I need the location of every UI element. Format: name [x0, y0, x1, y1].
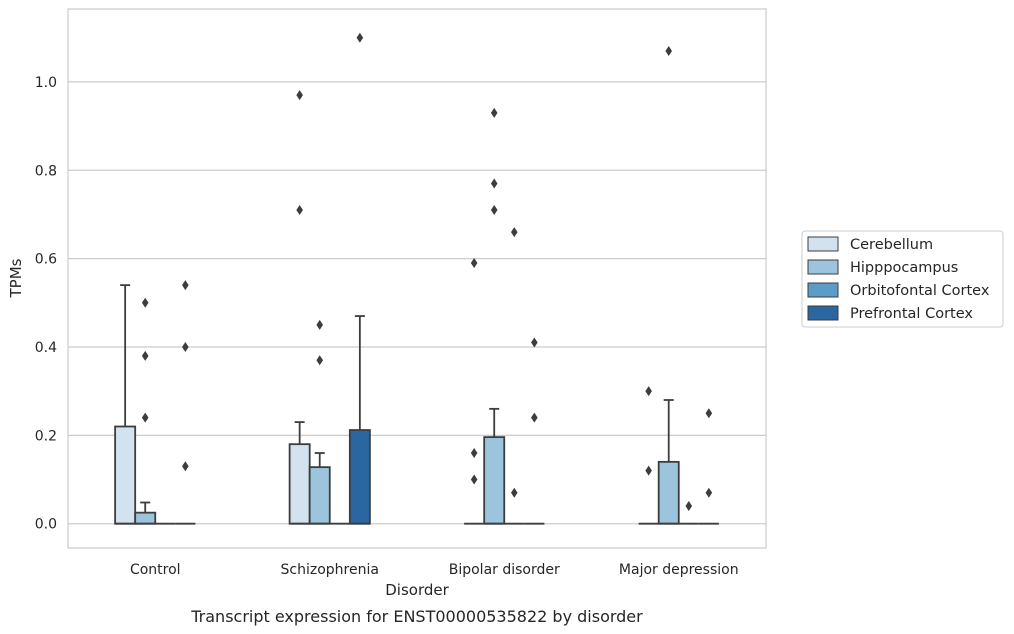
legend-frame [801, 230, 1004, 328]
box-group [504, 227, 525, 525]
outlier-point [490, 107, 498, 118]
outlier-point [470, 448, 478, 459]
box-group [114, 284, 137, 525]
box [288, 443, 311, 525]
legend-label: Prefrontal Cortex [850, 306, 973, 322]
legend: Cerebellum Hipppocampus Orbitofontal Corte… [801, 230, 1004, 328]
y-tick-label: 0.6 [35, 252, 57, 268]
legend-swatch [807, 259, 839, 275]
box-group [638, 386, 659, 525]
box [483, 436, 506, 525]
box [114, 425, 137, 525]
box [348, 429, 371, 525]
outlier-point [141, 350, 149, 361]
y-tick-label: 0.0 [35, 517, 57, 533]
outlier-point [685, 501, 693, 512]
legend-label: Hipppocampus [850, 260, 958, 276]
y-axis-label: TPMs [7, 258, 25, 298]
box-group [348, 32, 371, 525]
box [657, 460, 680, 525]
outlier-point [705, 487, 713, 498]
outlier-point [296, 205, 303, 216]
outlier-point [316, 355, 324, 366]
plot-frame [67, 8, 767, 549]
box-group [698, 408, 719, 525]
outlier-point [141, 297, 149, 308]
box-group [288, 90, 311, 525]
box [134, 511, 157, 525]
box-group [175, 280, 196, 525]
box-group [134, 297, 157, 525]
outlier-point [470, 474, 478, 485]
box-group [657, 45, 680, 525]
outlier-point [665, 45, 673, 56]
outlier-point [182, 280, 189, 291]
box-group [464, 258, 485, 525]
legend-swatch [807, 305, 839, 321]
outlier-point [141, 412, 149, 423]
outlier-point [510, 487, 518, 498]
outlier-point [510, 227, 518, 238]
y-tick-label: 0.2 [35, 428, 57, 444]
box-group [483, 107, 506, 525]
outlier-point [531, 337, 538, 348]
box-group [678, 501, 699, 525]
legend-swatch [807, 236, 839, 252]
legend-label: Cerebellum [850, 237, 933, 253]
outlier-point [470, 258, 478, 269]
outlier-point [356, 32, 364, 43]
x-tick-label: Control [130, 562, 181, 578]
outlier-point [490, 178, 498, 189]
outlier-point [182, 461, 189, 472]
outlier-point [182, 341, 189, 352]
x-tick-label: Bipolar disorder [449, 562, 560, 578]
y-tick-label: 1.0 [35, 75, 57, 91]
x-tick-label: Major depression [619, 562, 739, 578]
x-axis-label: Disorder [385, 581, 449, 599]
plot-area [68, 9, 766, 548]
figure-caption: Transcript expression for ENST0000053582… [190, 607, 643, 626]
legend-label: Orbitofontal Cortex [850, 283, 990, 299]
x-tick-label: Schizophrenia [281, 562, 379, 578]
outlier-point [531, 412, 538, 423]
box-group [524, 337, 545, 525]
y-tick-labels: 0.0 0.2 0.4 0.6 0.8 1.0 [35, 75, 57, 533]
box-series [114, 32, 719, 525]
outlier-point [705, 408, 713, 419]
legend-swatch [807, 282, 839, 298]
outlier-point [316, 319, 324, 330]
box [308, 466, 331, 525]
box-group [308, 319, 331, 525]
outlier-point [490, 205, 498, 216]
outlier-point [296, 90, 303, 101]
outlier-point [645, 386, 652, 397]
outlier-point [645, 465, 652, 476]
x-tick-labels: Control Schizophrenia Bipolar disorder Majo… [130, 562, 739, 578]
y-tick-label: 0.4 [35, 340, 57, 356]
y-tick-label: 0.8 [35, 163, 57, 179]
